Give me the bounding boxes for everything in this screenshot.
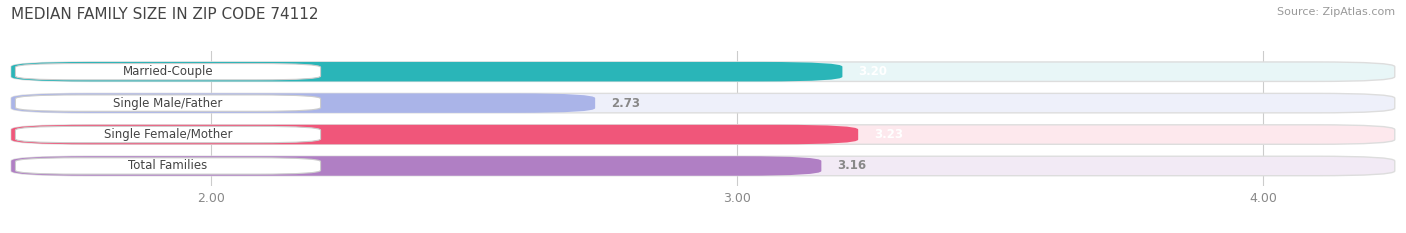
- Text: Single Female/Mother: Single Female/Mother: [104, 128, 232, 141]
- FancyBboxPatch shape: [15, 158, 321, 174]
- Text: 3.23: 3.23: [875, 128, 903, 141]
- FancyBboxPatch shape: [15, 64, 321, 80]
- FancyBboxPatch shape: [15, 126, 321, 143]
- FancyBboxPatch shape: [11, 62, 1395, 81]
- Text: 2.73: 2.73: [612, 97, 640, 110]
- Text: MEDIAN FAMILY SIZE IN ZIP CODE 74112: MEDIAN FAMILY SIZE IN ZIP CODE 74112: [11, 7, 319, 22]
- FancyBboxPatch shape: [15, 95, 321, 111]
- FancyBboxPatch shape: [11, 156, 821, 176]
- FancyBboxPatch shape: [11, 125, 1395, 144]
- Text: 3.16: 3.16: [837, 159, 866, 172]
- FancyBboxPatch shape: [11, 93, 1395, 113]
- Text: Source: ZipAtlas.com: Source: ZipAtlas.com: [1277, 7, 1395, 17]
- Text: Single Male/Father: Single Male/Father: [114, 97, 222, 110]
- FancyBboxPatch shape: [11, 62, 842, 81]
- Text: Total Families: Total Families: [128, 159, 208, 172]
- Text: 3.20: 3.20: [858, 65, 887, 78]
- FancyBboxPatch shape: [11, 156, 1395, 176]
- FancyBboxPatch shape: [11, 93, 595, 113]
- Text: Married-Couple: Married-Couple: [122, 65, 214, 78]
- FancyBboxPatch shape: [11, 125, 858, 144]
